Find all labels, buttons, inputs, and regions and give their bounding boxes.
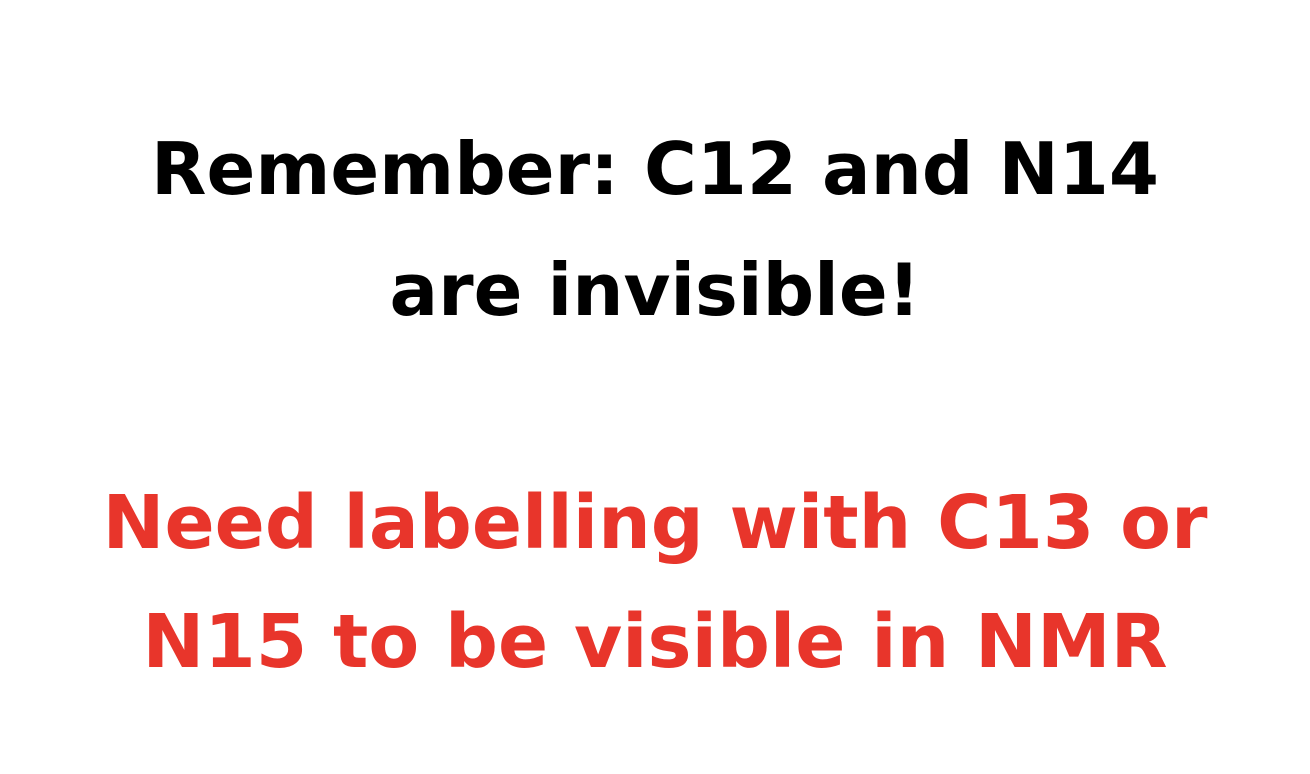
note-line-1: Need labelling with C13 or bbox=[102, 480, 1208, 566]
reminder-line-1: Remember: C12 and N14 bbox=[151, 127, 1159, 211]
reminder-line-2: are invisible! bbox=[389, 248, 921, 332]
note-line-2: N15 to be visible in NMR bbox=[142, 599, 1168, 685]
